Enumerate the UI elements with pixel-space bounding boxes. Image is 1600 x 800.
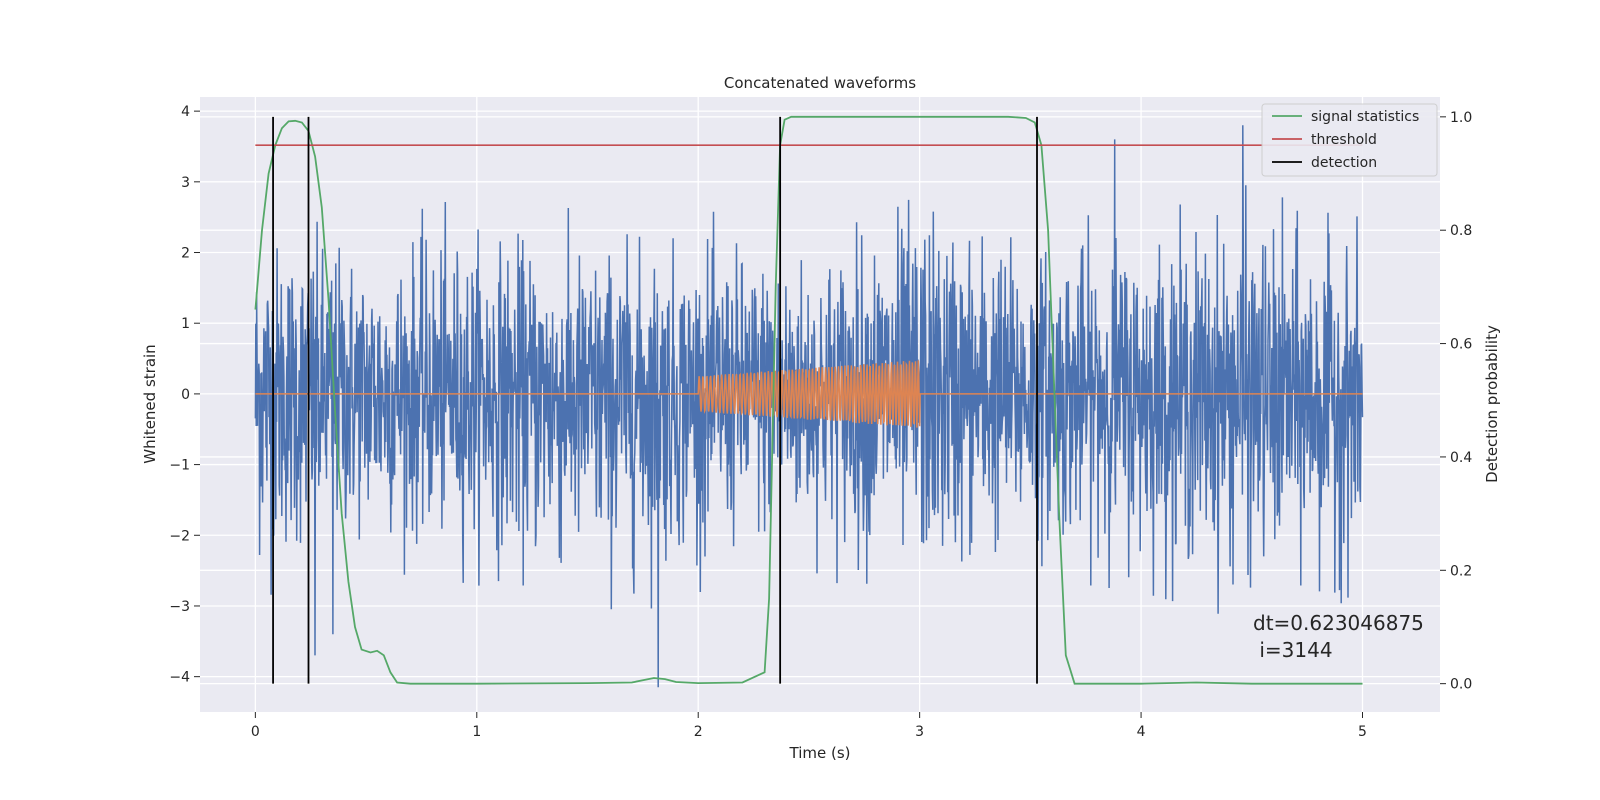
x-tick-label: 1 [472, 724, 481, 740]
y-left-tick-label: 4 [181, 104, 190, 120]
signal-statistics-line [254, 115, 1363, 685]
x-axis-label: Time (s) [789, 744, 851, 762]
y-axis-label-left: Whitened strain [141, 344, 159, 463]
chart-title: Concatenated waveforms [724, 74, 916, 92]
legend-box [1261, 103, 1438, 177]
x-tick-label: 0 [251, 724, 260, 740]
legend-label-detection: detection [1311, 155, 1377, 171]
y-right-tick-label: 0.6 [1450, 337, 1472, 353]
y-axis-label-right: Detection probability [1483, 325, 1501, 483]
y-left-tick-label: 1 [181, 316, 190, 332]
y-right-tick-label: 0.0 [1450, 677, 1472, 693]
annotation-i: i=3144 [1253, 638, 1333, 662]
y-left-tick-label: 0 [181, 387, 190, 403]
waveform-line [255, 360, 1363, 428]
x-tick-label: 4 [1137, 724, 1146, 740]
legend-label-threshold: threshold [1311, 132, 1377, 148]
noise-line [254, 125, 1364, 688]
y-left-tick-label: −1 [169, 458, 190, 474]
y-left-tick-label: −3 [169, 599, 190, 615]
y-right-tick-label: 1.0 [1450, 110, 1472, 126]
y-left-tick-label: −2 [169, 528, 190, 544]
y-right-tick-label: 0.8 [1450, 223, 1472, 239]
ticks: 0 1 2 3 4 5 −4 −3 −2 −1 0 1 2 3 4 0.0 0.2 0.4 0.6 0.8 1.0 [169, 104, 1472, 740]
y-left-tick-label: 3 [181, 175, 190, 191]
y-left-tick-label: −4 [169, 670, 190, 686]
y-right-tick-label: 0.2 [1450, 563, 1472, 579]
series-layer [254, 115, 1364, 688]
legend: signal statistics threshold detection [1261, 103, 1438, 177]
y-left-tick-label: 2 [181, 246, 190, 262]
y-right-tick-label: 0.4 [1450, 450, 1472, 466]
x-tick-label: 2 [694, 724, 703, 740]
x-tick-label: 5 [1358, 724, 1367, 740]
annotation-dt: dt=0.623046875 [1253, 611, 1424, 635]
legend-label-signal-statistics: signal statistics [1311, 109, 1419, 125]
x-tick-label: 3 [915, 724, 924, 740]
